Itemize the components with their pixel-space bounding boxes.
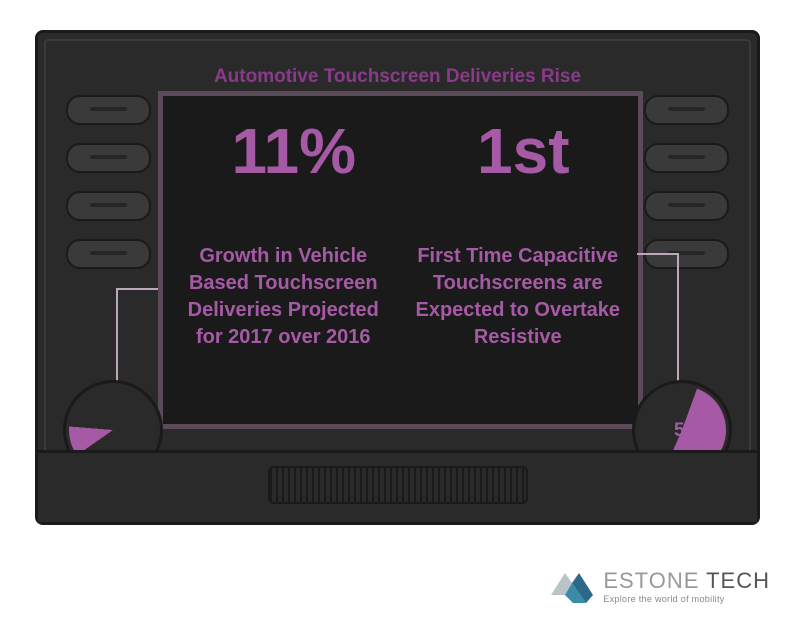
stat-big-right: 1st <box>477 114 570 188</box>
touchscreen-display: 11% 1st Growth in Vehicle Based Touchscr… <box>158 91 643 429</box>
logo-brand: ESTONE TECH <box>603 568 770 594</box>
bottom-bezel <box>38 450 757 522</box>
connector-line <box>637 253 679 255</box>
stat-big-left: 11% <box>231 114 356 188</box>
logo-brand-light: ESTONE <box>603 568 699 593</box>
hw-button[interactable] <box>644 191 729 221</box>
stat-desc-row: Growth in Vehicle Based Touchscreen Deli… <box>171 243 630 351</box>
hw-button[interactable] <box>66 239 151 269</box>
logo-tagline: Explore the world of mobility <box>603 594 770 604</box>
left-hardware-buttons <box>66 95 151 269</box>
logo-brand-bold: TECH <box>706 568 770 593</box>
brand-logo: ESTONE TECH Explore the world of mobilit… <box>551 565 770 607</box>
stat-big-row: 11% 1st <box>171 114 630 188</box>
hw-button[interactable] <box>66 143 151 173</box>
logo-mark-icon <box>551 565 593 607</box>
hw-button[interactable] <box>644 95 729 125</box>
hw-button[interactable] <box>644 143 729 173</box>
dial-right-label: 51% <box>674 420 712 442</box>
speaker-vent <box>268 466 528 504</box>
right-hardware-buttons <box>644 95 729 269</box>
infographic-title: Automotive Touchscreen Deliveries Rise <box>38 66 757 88</box>
car-dashboard-bezel: Automotive Touchscreen Deliveries Rise 1… <box>35 30 760 525</box>
hw-button[interactable] <box>66 191 151 221</box>
hw-button[interactable] <box>66 95 151 125</box>
stat-desc-right: First Time Capacitive Touchscreens are E… <box>408 243 628 351</box>
stat-desc-left: Growth in Vehicle Based Touchscreen Deli… <box>173 243 393 351</box>
connector-line <box>116 288 158 290</box>
